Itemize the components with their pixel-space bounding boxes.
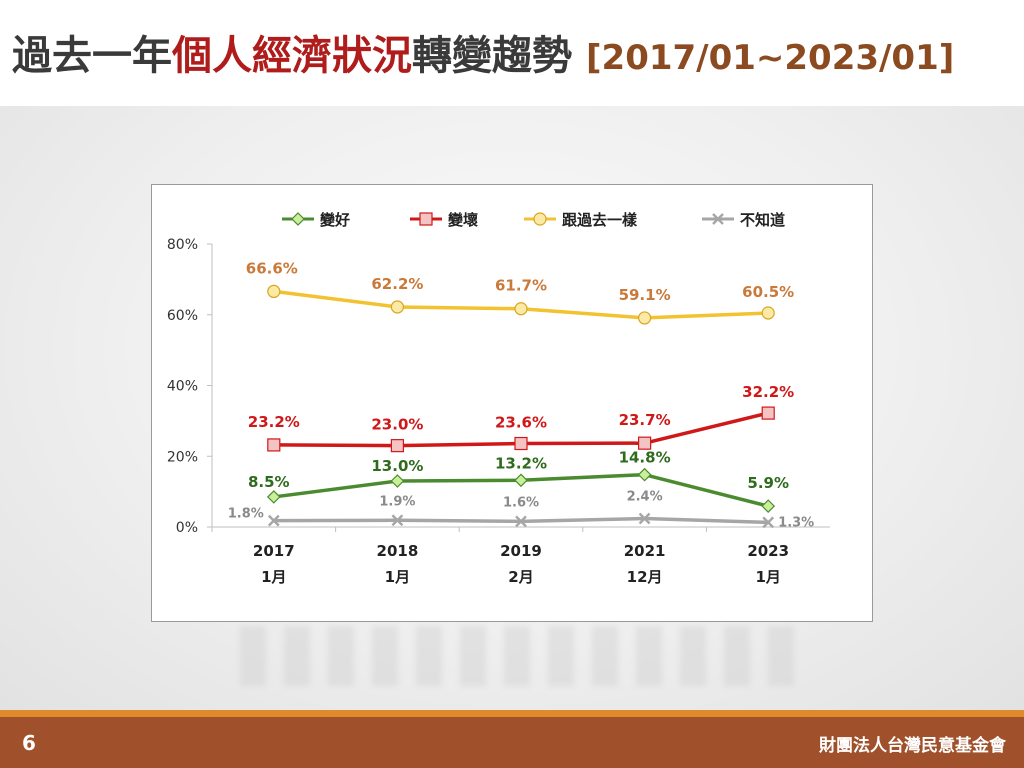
data-label: 23.6% (495, 414, 547, 432)
data-label: 60.5% (742, 283, 794, 301)
line-chart: 0% 20% 40% 60% 80% 2017 1月 2018 1月 2019 2月 2021 12月 2… (167, 211, 830, 586)
x-tick-label-year: 2019 (500, 542, 542, 560)
data-point (761, 499, 776, 513)
data-label: 8.5% (248, 473, 290, 491)
data-point (390, 474, 405, 488)
data-point (514, 473, 528, 488)
legend-marker (291, 212, 305, 226)
data-label: 59.1% (619, 286, 671, 304)
data-label: 23.0% (371, 416, 423, 434)
data-point (266, 490, 281, 504)
data-label: 66.6% (246, 259, 298, 277)
y-tick-label: 0% (176, 520, 198, 536)
data-point (638, 311, 652, 325)
title-highlight: 個人經濟狀況 (172, 33, 412, 79)
data-point (514, 302, 528, 316)
data-label: 13.0% (371, 457, 423, 475)
x-tick-label-month: 1月 (755, 568, 780, 586)
data-label: 1.8% (228, 507, 264, 522)
data-point (267, 514, 280, 527)
data-label: 5.9% (747, 474, 789, 492)
x-tick-label-year: 2023 (747, 542, 789, 560)
organization-name: 財團法人台灣民意基金會 (819, 736, 1006, 756)
data-point (391, 514, 404, 527)
chart-panel: 0% 20% 40% 60% 80% 2017 1月 2018 1月 2019 2月 2021 12月 2… (151, 184, 873, 622)
data-label: 1.3% (778, 515, 814, 530)
title-prefix: 過去一年 (12, 33, 172, 79)
legend-label: 跟過去一樣 (562, 211, 638, 229)
legend-marker (533, 212, 547, 226)
data-point (638, 512, 651, 525)
data-label: 2.4% (627, 490, 663, 505)
x-tick-label-month: 2月 (508, 568, 533, 586)
data-point (267, 284, 281, 299)
page-number: 6 (22, 731, 36, 755)
data-point (515, 515, 527, 528)
x-tick-label-month: 1月 (385, 568, 410, 586)
data-point (637, 467, 652, 482)
data-point (638, 436, 652, 450)
title-suffix: 轉變趨勢 (412, 33, 572, 79)
x-tick-label-month: 1月 (261, 568, 286, 586)
legend-marker (419, 212, 433, 226)
x-tick-label-year: 2017 (253, 542, 295, 560)
data-label: 32.2% (742, 383, 794, 401)
y-tick-label: 20% (167, 449, 198, 465)
slide-title: 過去一年個人經濟狀況轉變趨勢 [2017/01~2023/01] (12, 28, 954, 86)
legend-label: 變壞 (447, 211, 478, 229)
slide-footer: 6 財團法人台灣民意基金會 (0, 717, 1024, 768)
y-tick-label: 60% (167, 308, 198, 324)
data-point (514, 436, 528, 451)
data-point (267, 438, 281, 452)
y-tick-label: 80% (167, 237, 198, 253)
legend-marker (712, 213, 724, 225)
data-label: 14.8% (619, 449, 671, 467)
data-point (390, 300, 404, 314)
title-date-range: [2017/01~2023/01] (586, 38, 955, 78)
legend-label: 變好 (319, 211, 350, 229)
data-label: 1.9% (379, 494, 415, 509)
data-label: 13.2% (495, 454, 547, 472)
slide-header: 過去一年個人經濟狀況轉變趨勢 [2017/01~2023/01] (0, 0, 1024, 106)
x-tick-label-month: 12月 (627, 568, 663, 586)
data-point (761, 406, 775, 420)
data-label: 23.7% (619, 411, 671, 429)
data-label: 61.7% (495, 277, 547, 295)
data-point (762, 516, 775, 529)
data-label: 62.2% (371, 275, 423, 293)
x-tick-label-year: 2021 (624, 542, 666, 560)
data-point (761, 306, 775, 320)
legend-label: 不知道 (740, 211, 785, 229)
data-point (390, 439, 404, 453)
background-decoration (240, 626, 800, 686)
footer-stripe (0, 710, 1024, 717)
y-tick-label: 40% (167, 379, 198, 395)
data-label: 23.2% (248, 413, 300, 431)
data-label: 1.6% (503, 495, 539, 510)
x-tick-label-year: 2018 (377, 542, 419, 560)
